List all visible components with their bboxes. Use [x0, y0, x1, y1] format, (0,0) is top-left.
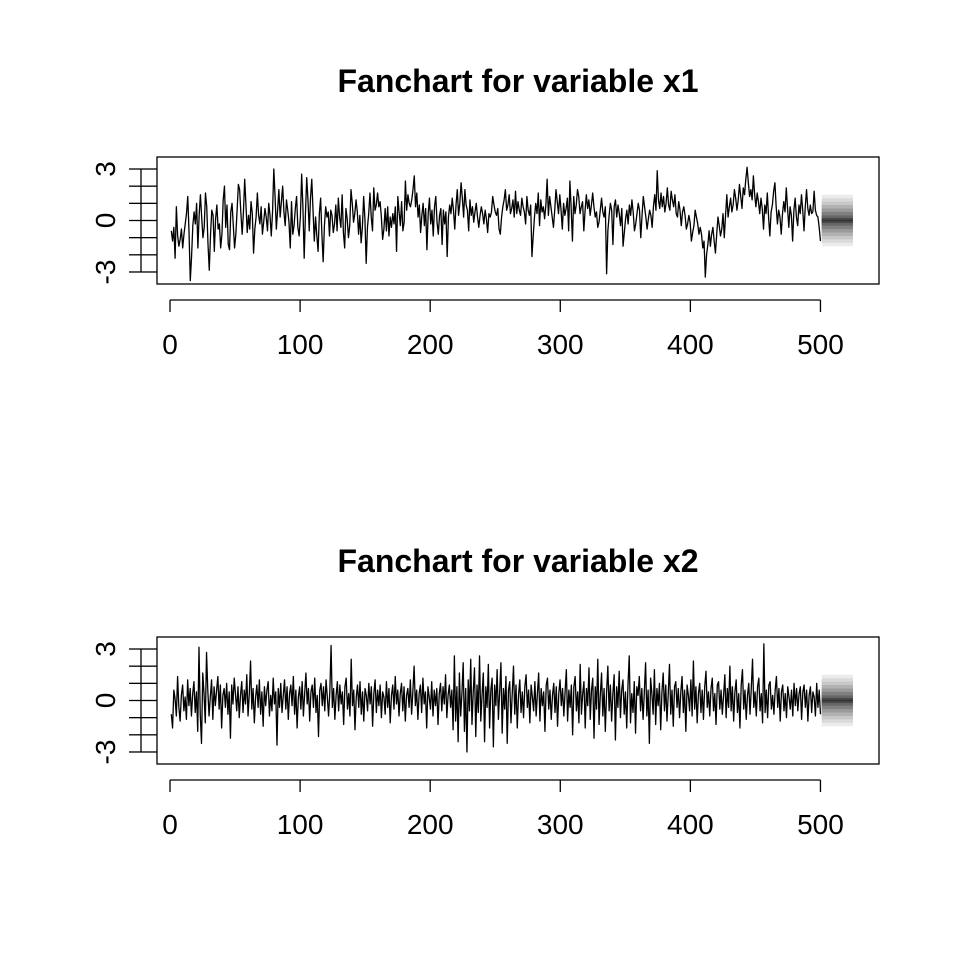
y-tick-label: -3: [90, 740, 121, 765]
plot-panel-x2: 0 100 200 300 400 500 -3 0 3: [90, 636, 880, 840]
x-tick-label: 200: [407, 329, 454, 360]
x-tick-label: 100: [277, 329, 324, 360]
x-tick-label: 400: [667, 809, 714, 840]
x-tick-label: 300: [537, 809, 584, 840]
y-tick-label: 3: [90, 641, 121, 657]
series-line: [170, 166, 822, 282]
x-tick-label: 300: [537, 329, 584, 360]
chart-x1: Fanchart for variable x1 0 100 200 300 400 50…: [90, 63, 880, 360]
x-tick-label: 400: [667, 329, 714, 360]
y-tick-label: 0: [90, 213, 121, 229]
x-tick-label: 200: [407, 809, 454, 840]
chart-title-x2: Fanchart for variable x2: [337, 543, 698, 579]
chart-title-x1: Fanchart for variable x1: [337, 63, 698, 99]
x-tick-label: 500: [797, 329, 844, 360]
y-tick-label: 0: [90, 693, 121, 709]
series-line: [170, 643, 822, 753]
x-tick-label: 0: [162, 329, 178, 360]
y-tick-label: -3: [90, 260, 121, 285]
x-tick-label: 0: [162, 809, 178, 840]
y-tick-label: 3: [90, 161, 121, 177]
x-tick-label: 100: [277, 809, 324, 840]
plot-panel-x1: 0 100 200 300 400 500 -3 0 3: [90, 156, 880, 360]
x-tick-label: 500: [797, 809, 844, 840]
chart-x2: Fanchart for variable x2 0 100 200 300 400 50…: [90, 543, 880, 840]
